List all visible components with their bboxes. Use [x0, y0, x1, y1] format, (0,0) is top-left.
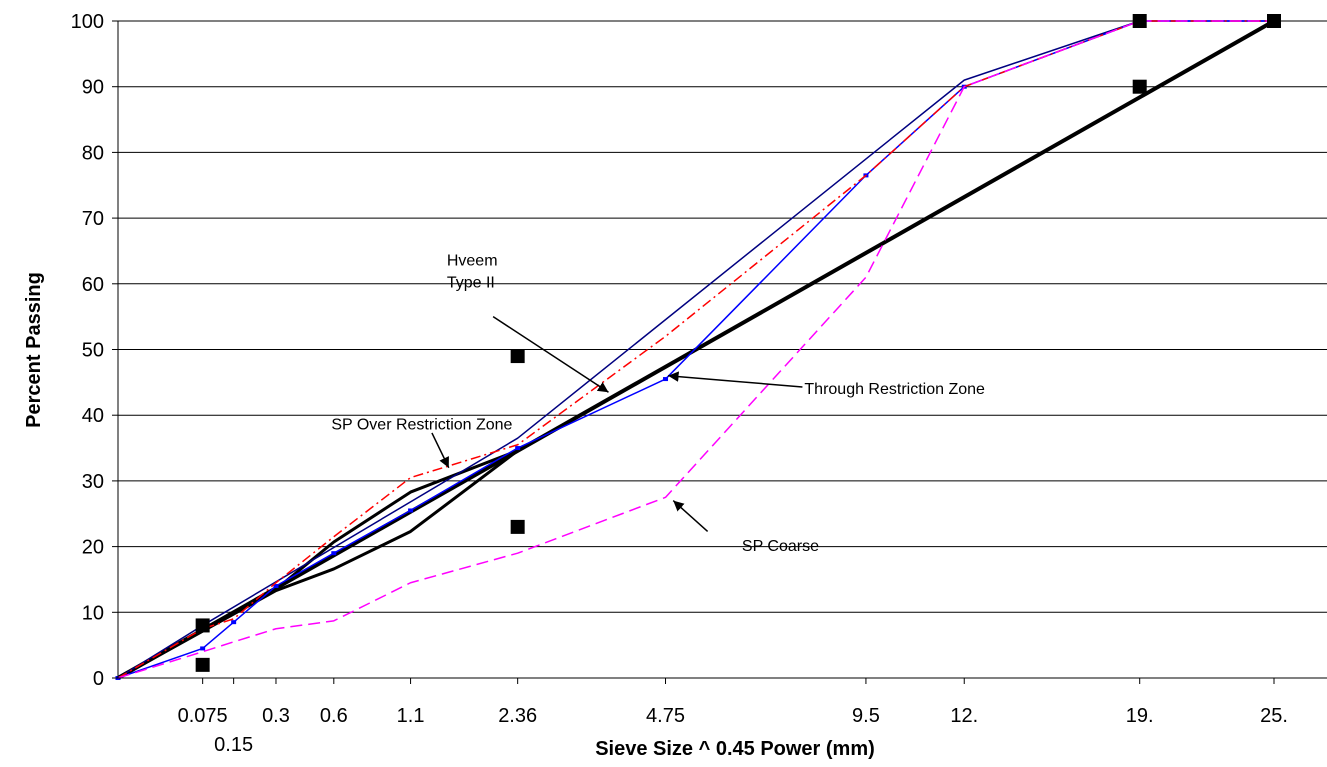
x-tick-label: 9.5	[852, 705, 880, 727]
max-density-line-series	[117, 19, 1275, 680]
data-point	[200, 646, 206, 651]
control-point-marker	[195, 618, 210, 633]
sp-over-restriction-zone-series	[117, 20, 1274, 679]
control-point-markers	[195, 14, 1281, 672]
gridlines	[118, 20, 1327, 679]
x-tick-label: 0.6	[320, 705, 348, 727]
annotation-label: Hveem	[447, 252, 498, 269]
y-tick-label: 30	[82, 471, 104, 493]
y-tick-label: 60	[82, 274, 104, 296]
x-tick-label: 25.	[1260, 705, 1288, 727]
plot-series	[115, 19, 1277, 680]
annotation-label: SP Over Restriction Zone	[331, 417, 512, 434]
control-point-marker	[1267, 14, 1281, 28]
x-tick-label: 1.1	[397, 705, 425, 727]
y-tick-label: 50	[82, 340, 104, 362]
data-point	[231, 620, 237, 625]
data-point	[408, 508, 414, 513]
y-tick-label: 10	[82, 602, 104, 624]
y-tick-label: 70	[82, 208, 104, 230]
x-tick-label: 2.36	[498, 705, 537, 727]
data-point	[331, 551, 337, 556]
x-tick-label: 12.	[950, 705, 978, 727]
x-tick-label: 4.75	[646, 705, 685, 727]
y-tick-label: 0	[93, 668, 104, 690]
y-axis-title: Percent Passing	[23, 272, 45, 428]
y-tick-label: 100	[71, 11, 104, 33]
y-tick-label: 80	[82, 142, 104, 164]
sp-coarse-series	[117, 20, 1274, 679]
y-tick-label: 40	[82, 405, 104, 427]
control-point-marker	[1132, 14, 1147, 28]
annotations: Hveem Type II Through Restriction Zone SP O…	[331, 252, 985, 555]
x-tick-label: 0.15	[214, 734, 253, 756]
x-tick-label: 0.3	[262, 705, 290, 727]
data-point	[273, 584, 279, 589]
control-point-marker	[195, 657, 210, 672]
annotation-arrow	[668, 371, 803, 388]
x-axis-title: Sieve Size ^ 0.45 Power (mm)	[595, 738, 875, 760]
data-point	[515, 446, 521, 451]
axes: 0 10 20 30 40 50 60 70 80 90 100 0.075 0.15 0.3 0.6 1.1…	[71, 11, 1327, 756]
control-point-marker	[510, 349, 525, 364]
annotation-label: Through Restriction Zone	[804, 381, 985, 398]
x-tick-label: 19.	[1126, 705, 1154, 727]
annotation-arrow	[492, 316, 609, 393]
restricted-zone-boundary-series	[117, 449, 520, 680]
x-tick-label: 0.075	[178, 705, 228, 727]
y-tick-label: 20	[82, 537, 104, 559]
data-point	[663, 377, 669, 382]
control-point-marker	[1132, 79, 1147, 94]
annotation-label: Type II	[447, 274, 495, 291]
control-point-marker	[510, 519, 525, 534]
y-tick-label: 90	[82, 77, 104, 99]
annotation-arrow	[672, 500, 709, 533]
annotation-label: SP Coarse	[742, 538, 819, 555]
annotation-arrow	[431, 432, 450, 469]
